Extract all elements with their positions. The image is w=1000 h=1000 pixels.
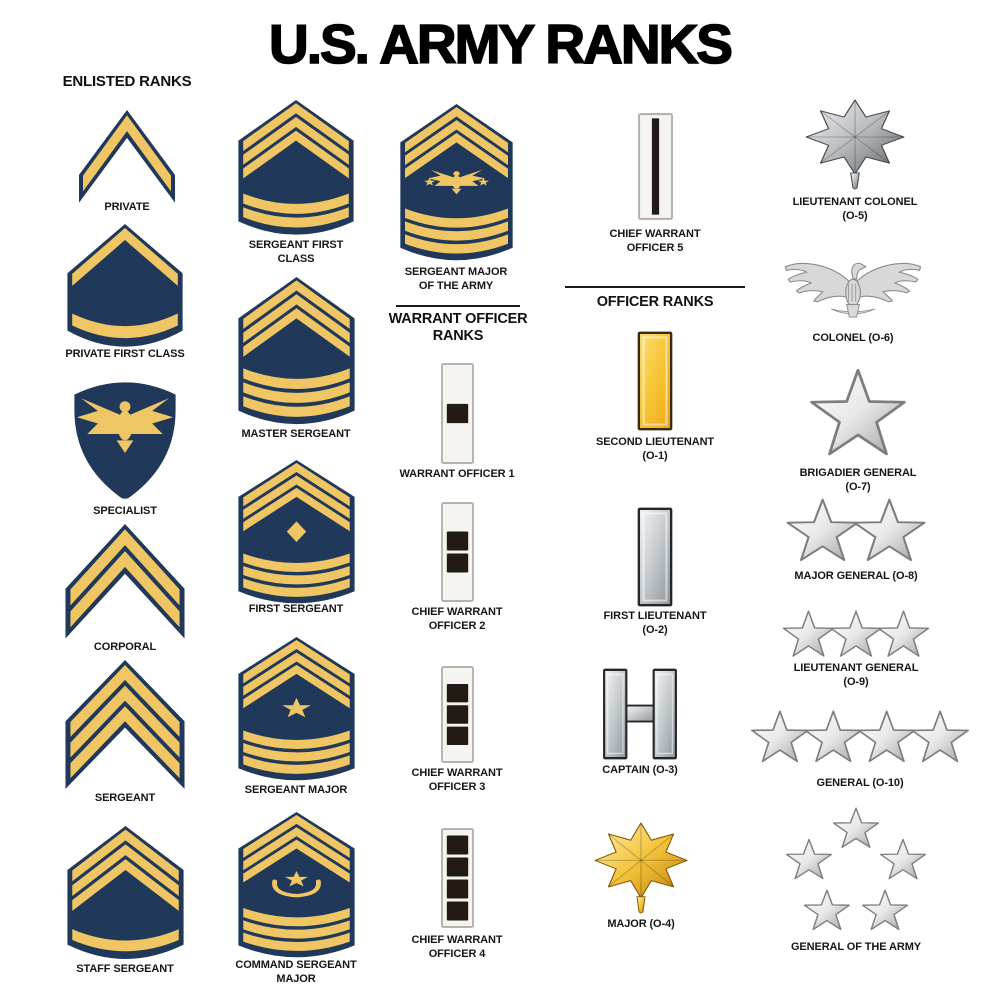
rank-item-specialist: SPECIALIST — [70, 368, 180, 517]
rank-item-captain: CAPTAIN (O-3) — [599, 667, 681, 776]
rank-label: FIRST LIEUTENANT (O-2) — [603, 610, 707, 636]
staff-sergeant-insignia-icon — [66, 826, 184, 959]
first-sergeant-insignia-icon — [237, 460, 355, 604]
rank-item-first-lieutenant: FIRST LIEUTENANT (O-2) — [604, 506, 707, 636]
rank-label: CHIEF WARRANT OFFICER 4 — [411, 934, 503, 960]
sergeant-major-insignia-icon — [237, 637, 355, 781]
sergeant-first-class-insignia-icon — [238, 100, 354, 235]
rank-item-sergeant-major: SERGEANT MAJOR — [236, 637, 357, 796]
rank-label: WARRANT OFFICER 1 — [399, 468, 515, 480]
rank-item-chief-warrant-officer-2: CHIEF WARRANT OFFICER 2 — [412, 502, 503, 632]
rank-item-sergeant-first-class: SERGEANT FIRST CLASS — [236, 100, 356, 265]
page-title: U.S. ARMY RANKS — [268, 12, 734, 76]
first-lieutenant-insignia-icon — [637, 507, 673, 607]
rank-label: CAPTAIN (O-3) — [602, 764, 678, 776]
rank-item-staff-sergeant: STAFF SERGEANT — [65, 826, 186, 975]
colonel-insignia-icon — [784, 262, 922, 318]
rank-item-private: PRIVATE — [77, 110, 177, 213]
captain-insignia-icon — [603, 668, 677, 760]
enlisted-ranks-header: ENLISTED RANKS — [62, 73, 192, 90]
command-sergeant-major-insignia-icon — [237, 812, 355, 958]
chief-warrant-officer-4-insignia-icon — [440, 828, 474, 928]
rank-label: SECOND LIEUTENANT (O-1) — [595, 436, 715, 462]
rank-label: LIEUTENANT COLONEL (O-5) — [792, 196, 918, 222]
chief-warrant-officer-2-insignia-icon — [440, 502, 474, 602]
rank-item-corporal: CORPORAL — [63, 524, 187, 653]
rank-label: SPECIALIST — [93, 505, 157, 517]
lieutenant-general-insignia-icon — [782, 610, 930, 657]
rank-label: SERGEANT — [94, 792, 156, 804]
rank-label: MAJOR (O-4) — [607, 918, 675, 930]
rank-label: STAFF SERGEANT — [76, 963, 174, 975]
master-sergeant-insignia-icon — [237, 277, 355, 425]
rank-label: MAJOR GENERAL (O-8) — [794, 570, 918, 582]
rank-label: CHIEF WARRANT OFFICER 3 — [411, 767, 503, 793]
rank-item-second-lieutenant: SECOND LIEUTENANT (O-1) — [596, 330, 714, 462]
rank-item-colonel: COLONEL (O-6) — [780, 255, 926, 344]
warrant-officer-1-insignia-icon — [440, 363, 474, 464]
general-of-the-army-insignia-icon — [785, 807, 927, 931]
major-general-insignia-icon — [786, 498, 926, 561]
rank-item-major-general: MAJOR GENERAL (O-8) — [784, 498, 928, 582]
rank-label: GENERAL OF THE ARMY — [790, 941, 922, 953]
corporal-insignia-icon — [65, 524, 185, 639]
rank-label: COLONEL (O-6) — [812, 332, 894, 344]
specialist-insignia-icon — [74, 382, 176, 499]
rank-item-lieutenant-colonel: LIEUTENANT COLONEL (O-5) — [793, 95, 917, 222]
warrant-ranks-divider — [396, 305, 520, 307]
rank-item-general-of-the-army: GENERAL OF THE ARMY — [783, 806, 929, 953]
rank-label: CHIEF WARRANT OFFICER 2 — [411, 606, 503, 632]
second-lieutenant-insignia-icon — [637, 331, 673, 431]
rank-item-private-first-class: PRIVATE FIRST CLASS — [65, 224, 185, 360]
chief-warrant-officer-3-insignia-icon — [440, 666, 474, 763]
officer-ranks-header: OFFICER RANKS — [596, 294, 714, 310]
private-first-class-insignia-icon — [67, 224, 183, 347]
sergeant-major-of-the-army-insignia-icon — [399, 104, 513, 261]
rank-item-chief-warrant-officer-4: CHIEF WARRANT OFFICER 4 — [412, 828, 503, 960]
rank-item-major: MAJOR (O-4) — [591, 818, 691, 930]
lieutenant-colonel-insignia-icon — [805, 99, 905, 190]
rank-label: FIRST SERGEANT — [248, 603, 344, 615]
chief-warrant-officer-5-insignia-icon — [637, 113, 673, 220]
rank-label: CHIEF WARRANT OFFICER 5 — [609, 228, 701, 254]
rank-item-sergeant-major-of-the-army: SERGEANT MAJOR OF THE ARMY — [398, 104, 515, 292]
rank-item-brigadier-general: BRIGADIER GENERAL (O-7) — [800, 368, 917, 493]
rank-item-chief-warrant-officer-5: CHIEF WARRANT OFFICER 5 — [610, 113, 701, 254]
rank-label: MASTER SERGEANT — [241, 428, 351, 440]
sergeant-insignia-icon — [65, 660, 185, 789]
rank-item-general: GENERAL (O-10) — [749, 710, 971, 789]
rank-label: PRIVATE FIRST CLASS — [65, 348, 185, 360]
rank-label: SERGEANT FIRST CLASS — [248, 239, 344, 265]
brigadier-general-insignia-icon — [810, 368, 906, 456]
rank-item-chief-warrant-officer-3: CHIEF WARRANT OFFICER 3 — [412, 666, 503, 793]
rank-item-warrant-officer-1: WARRANT OFFICER 1 — [399, 363, 515, 480]
private-insignia-icon — [79, 110, 175, 203]
major-insignia-icon — [594, 822, 688, 914]
rank-label: COMMAND SERGEANT MAJOR — [235, 959, 357, 985]
rank-label: PRIVATE — [104, 201, 150, 213]
warrant-ranks-header: WARRANT OFFICER RANKS — [388, 311, 528, 344]
rank-label: LIEUTENANT GENERAL (O-9) — [793, 662, 919, 688]
rank-label: SERGEANT MAJOR OF THE ARMY — [404, 266, 508, 292]
rank-label: SERGEANT MAJOR — [244, 784, 348, 796]
rank-item-first-sergeant: FIRST SERGEANT — [236, 460, 357, 615]
rank-label: BRIGADIER GENERAL (O-7) — [799, 467, 917, 493]
officer-ranks-divider — [565, 286, 745, 288]
rank-item-sergeant: SERGEANT — [63, 660, 187, 804]
rank-item-master-sergeant: MASTER SERGEANT — [236, 277, 357, 440]
general-insignia-icon — [750, 710, 970, 763]
rank-label: CORPORAL — [93, 641, 157, 653]
rank-item-lieutenant-general: LIEUTENANT GENERAL (O-9) — [781, 610, 931, 688]
rank-label: GENERAL (O-10) — [816, 777, 904, 789]
rank-item-command-sergeant-major: COMMAND SERGEANT MAJOR — [235, 812, 357, 985]
